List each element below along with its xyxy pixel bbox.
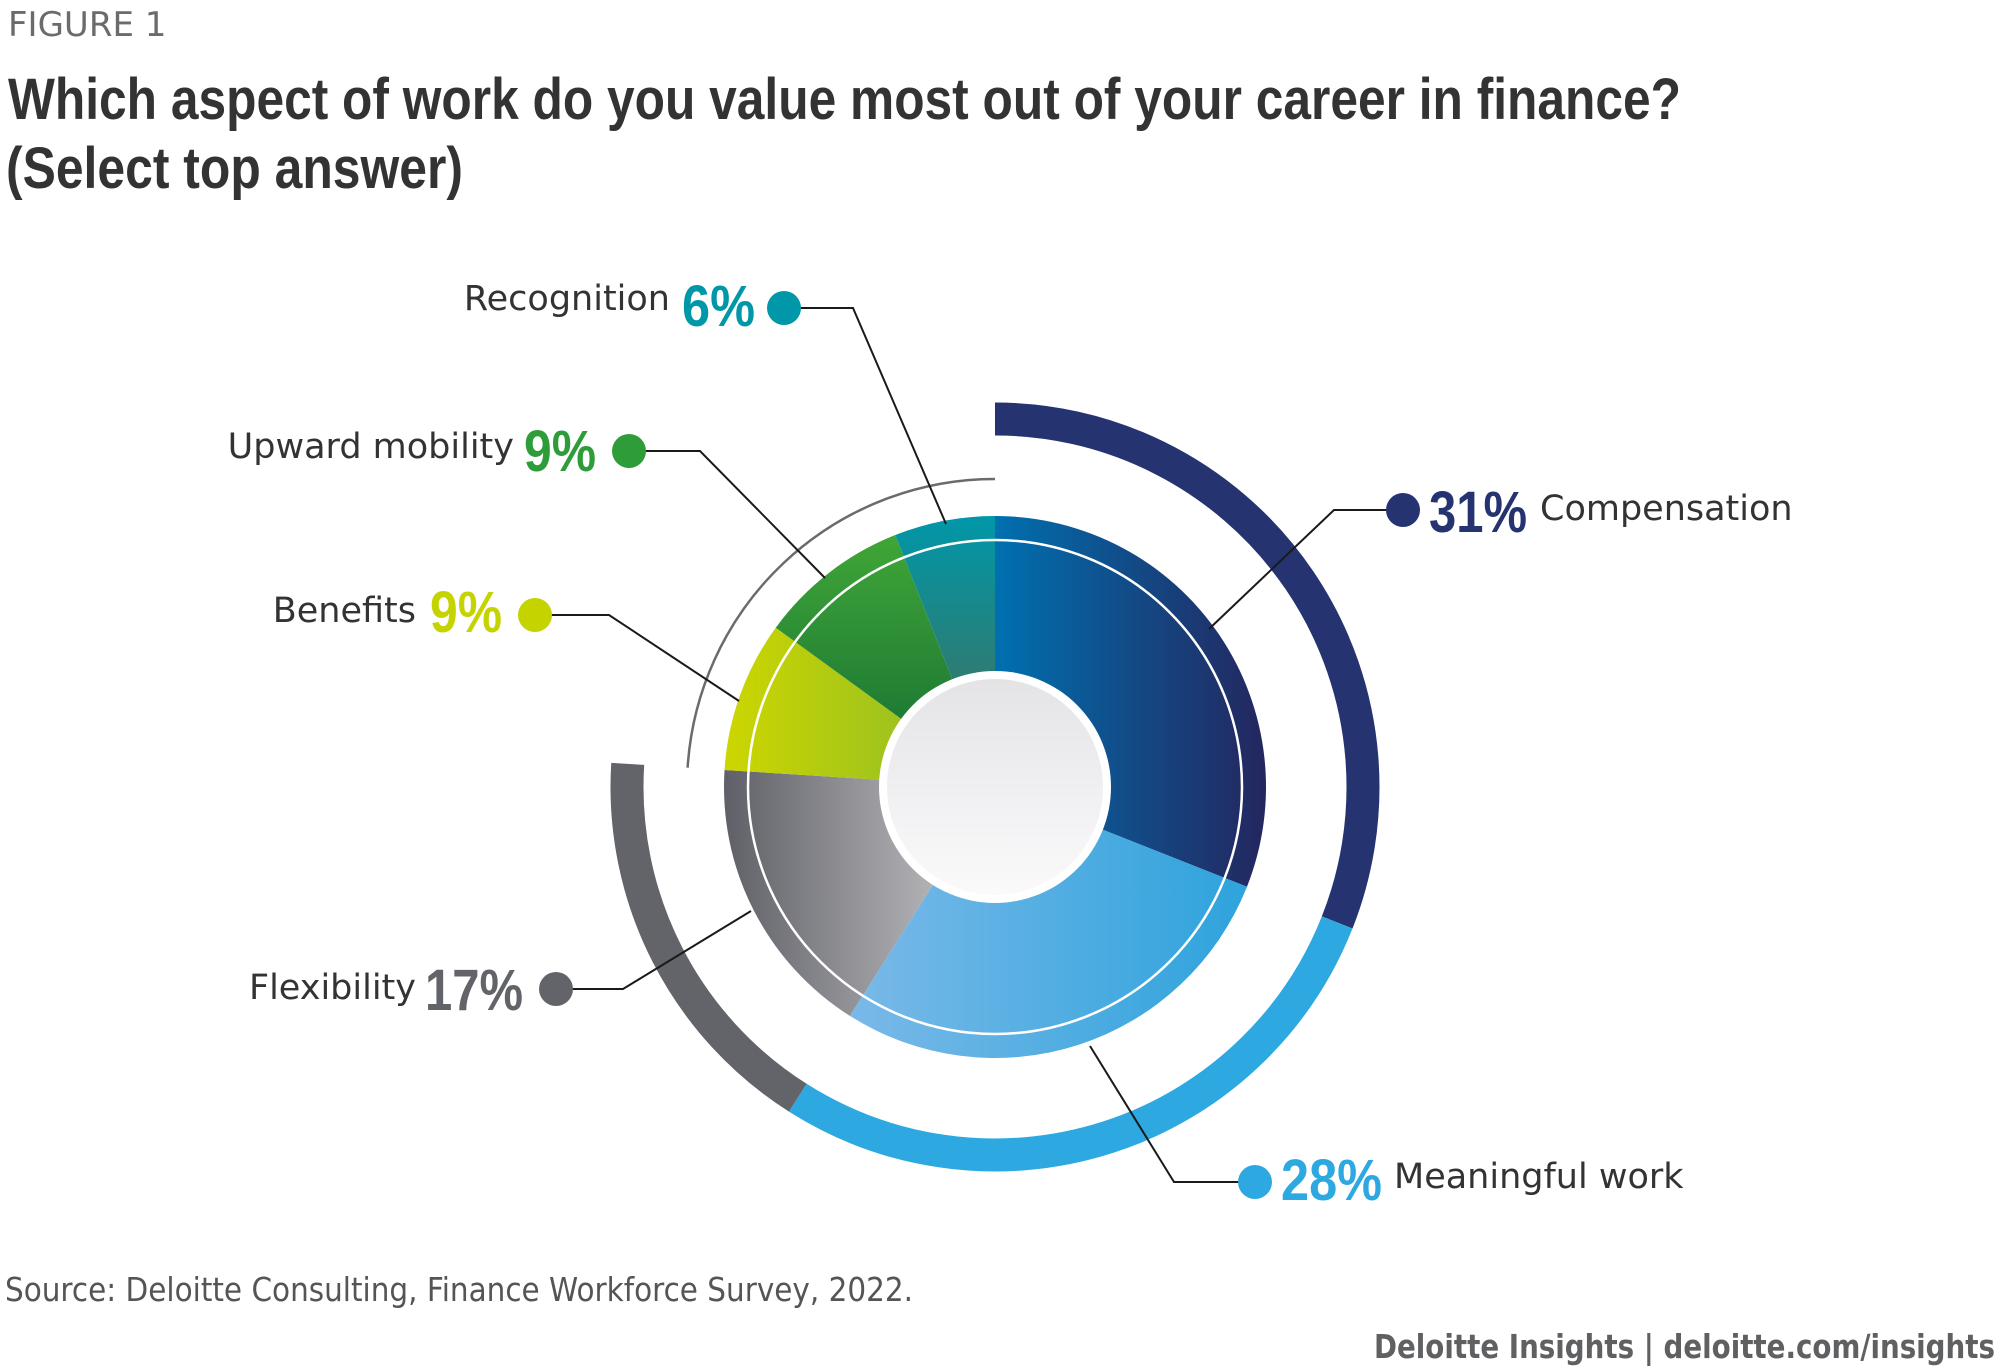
label-benefits: Benefits (273, 591, 416, 631)
pie-slice-upward-mobility (775, 535, 955, 723)
outer-arc-compensation (994, 402, 1380, 929)
leader-line-recognition (784, 307, 947, 525)
pie-hole (887, 679, 1103, 895)
dot-flexibility (539, 972, 573, 1006)
dot-upward-mobility (612, 434, 646, 468)
value-meaningful-work: 28% (1281, 1148, 1382, 1213)
value-benefits: 9% (430, 580, 502, 645)
pie-slice-recognition (895, 516, 995, 685)
dot-benefits (518, 598, 552, 632)
leader-line-flexibility (556, 910, 752, 990)
outer-arc-flexibility (610, 762, 807, 1112)
label-meaningful-work: Meaningful work (1394, 1157, 1684, 1197)
footer-credit: Deloitte Insights | deloitte.com/insight… (1374, 1327, 1995, 1366)
pie-slice-compensation (995, 516, 1266, 887)
label-compensation: Compensation (1540, 489, 1793, 529)
outer-arc-thin-remaining (686, 477, 996, 768)
leader-line-meaningful-work (1089, 1045, 1255, 1183)
value-upward-mobility: 9% (524, 419, 596, 484)
pie-slice-benefits (724, 627, 907, 781)
outer-arc-meaningful-work (788, 916, 1353, 1172)
source-note: Source: Deloitte Consulting, Finance Wor… (5, 1270, 913, 1309)
label-recognition: Recognition (464, 279, 670, 319)
dot-compensation (1386, 493, 1420, 527)
value-recognition: 6% (682, 274, 755, 339)
pie-slice-flexibility (723, 769, 937, 1016)
leader-line-compensation (1208, 509, 1403, 630)
chart-title-line2: (Select top answer) (6, 136, 463, 201)
label-upward-mobility: Upward mobility (228, 427, 514, 467)
dot-meaningful-work (1238, 1165, 1272, 1199)
chart-title-line1: Which aspect of work do you value most o… (8, 67, 1681, 132)
leader-line-upward-mobility (629, 450, 826, 579)
leader-line-benefits (535, 614, 740, 702)
value-flexibility: 17% (425, 958, 523, 1023)
label-flexibility: Flexibility (249, 968, 416, 1008)
figure-label: FIGURE 1 (8, 5, 166, 45)
pie-inner-ring (746, 538, 1244, 1036)
dot-recognition (767, 291, 801, 325)
value-compensation: 31% (1429, 480, 1527, 545)
pie-slice-meaningful-work (849, 827, 1247, 1059)
